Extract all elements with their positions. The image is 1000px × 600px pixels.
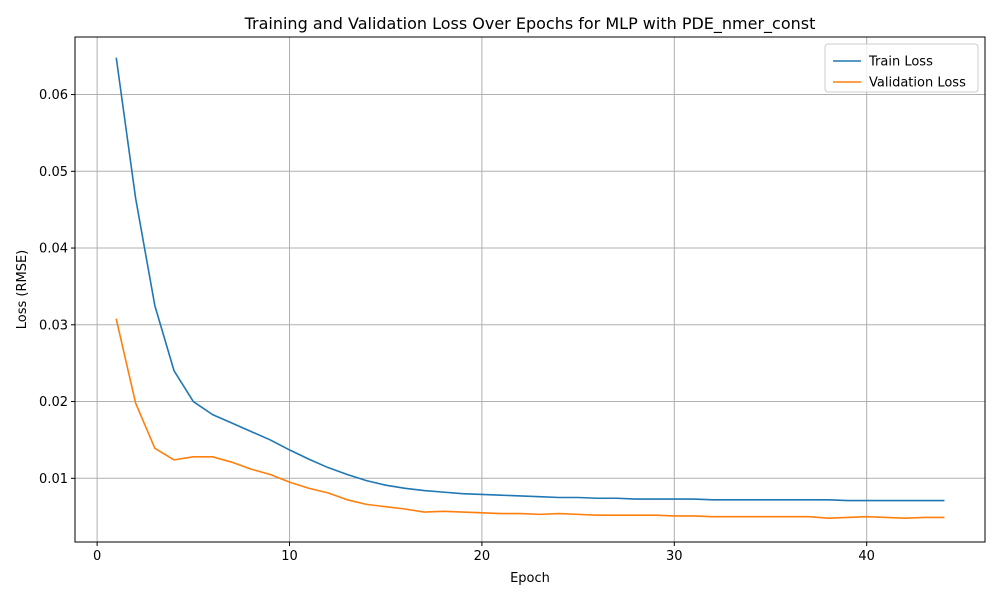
- train-loss-line: [115, 57, 945, 502]
- legend: Train Loss Validation Loss: [824, 43, 979, 93]
- x-tick-label: 0: [93, 549, 101, 564]
- legend-box: [824, 43, 979, 93]
- y-tick-label: 0.05: [39, 165, 68, 180]
- grid-lines: [75, 37, 985, 542]
- y-tick-label: 0.03: [39, 318, 68, 333]
- series-lines: [115, 57, 945, 520]
- y-axis-label: Loss (RMSE): [15, 250, 30, 330]
- x-tick-label: 20: [474, 549, 491, 564]
- chart-title: Training and Validation Loss Over Epochs…: [244, 14, 816, 34]
- y-tick-label: 0.06: [39, 88, 68, 103]
- y-tick-label: 0.04: [39, 242, 68, 257]
- legend-label-train-loss: Train Loss: [868, 55, 933, 70]
- legend-label-validation-loss: Validation Loss: [869, 76, 966, 91]
- x-tick-label: 10: [281, 549, 298, 564]
- x-axis-label: Epoch: [510, 571, 550, 586]
- x-tick-label: 40: [858, 549, 875, 564]
- x-tick-label: 30: [666, 549, 683, 564]
- y-tick-label: 0.01: [39, 472, 68, 487]
- axis-ticks: 0 10 20 30 40 0.01 0.02 0.03 0.04 0.05 0.06: [39, 88, 875, 564]
- y-tick-label: 0.02: [39, 395, 68, 410]
- plot-frame: [74, 36, 986, 543]
- validation-loss-line: [115, 318, 945, 520]
